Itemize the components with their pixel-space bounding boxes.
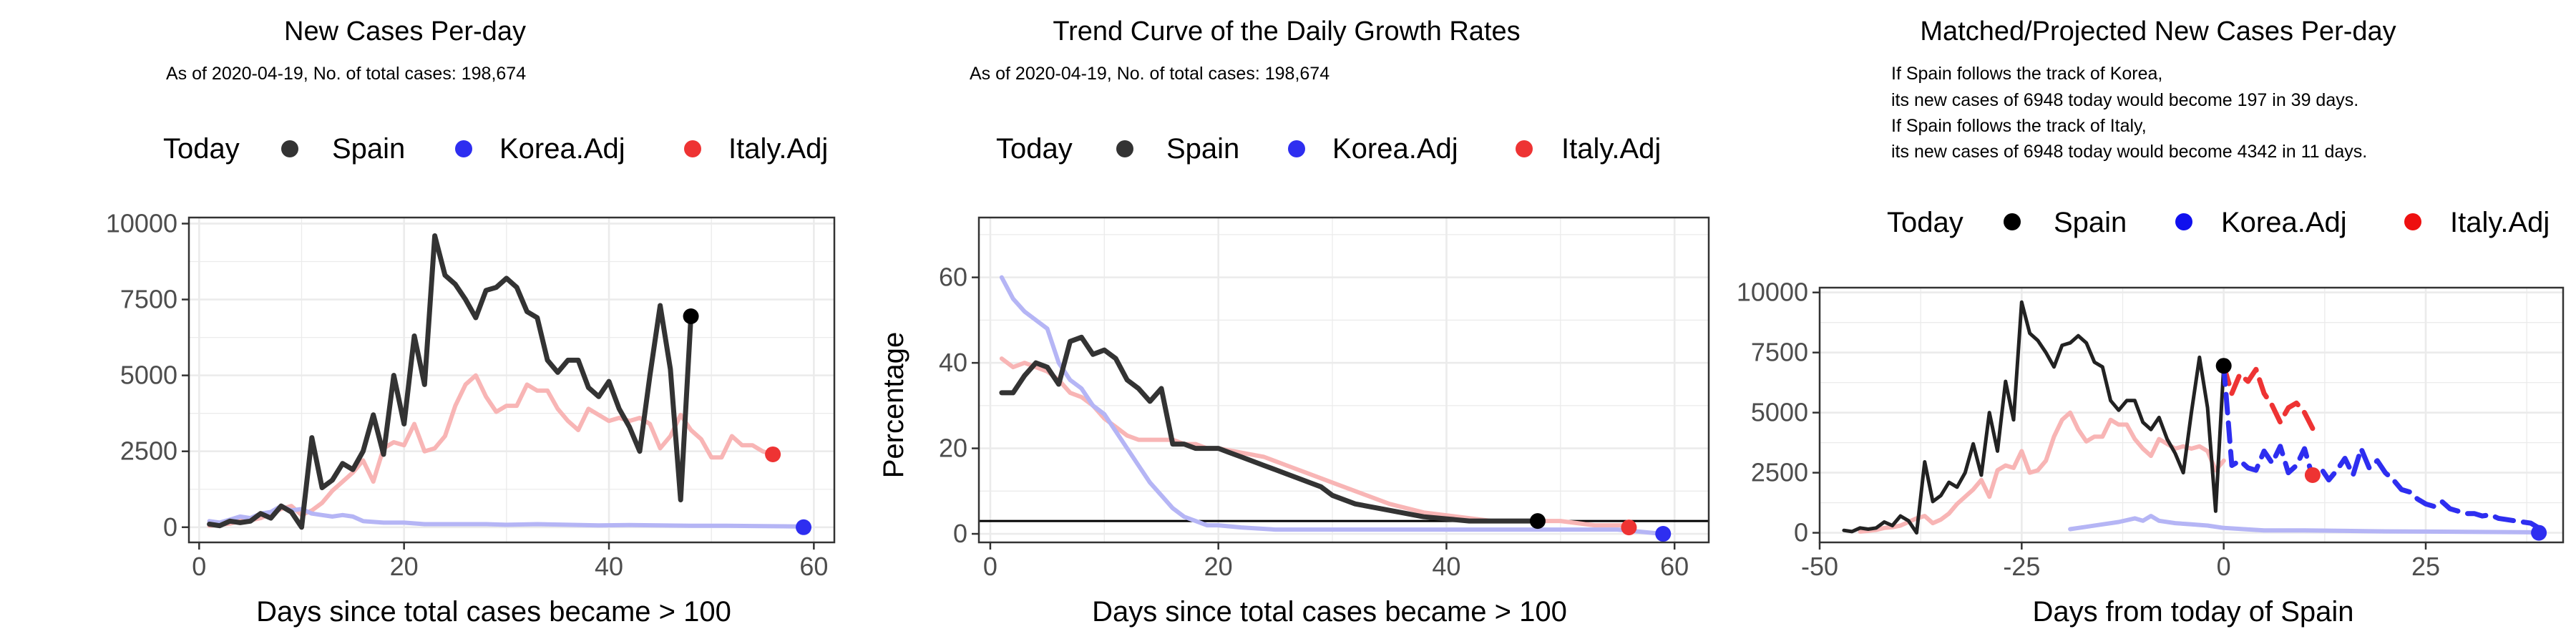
chart-3-series-italy-line — [2221, 363, 2316, 431]
chart-2-x-tick-label: 40 — [1432, 552, 1460, 581]
chart-1-legend-key-korea — [455, 140, 472, 157]
chart-3-legend-key-korea — [2175, 213, 2192, 230]
chart-3-series-spain-line — [1842, 300, 2226, 535]
chart-3-x-axis-label: Days from today of Spain — [2032, 596, 2353, 628]
chart-2-legend-title: Today — [996, 133, 1073, 165]
chart-1-legend-key-spain — [281, 140, 298, 157]
chart-1-legend-key-italy — [684, 140, 701, 157]
chart-1-legend-label-spain: Spain — [332, 133, 405, 165]
chart-1-x-tick-label: 0 — [192, 552, 206, 581]
chart-2-y-tick-label: 20 — [939, 434, 967, 463]
chart-1-point-korea — [796, 519, 812, 535]
chart-2-series-italy-line — [999, 356, 1631, 528]
chart-3-panel-border — [1818, 286, 2565, 544]
chart-1-legend-title: Today — [163, 133, 240, 165]
chart-2-x-tick-label: 20 — [1204, 552, 1233, 581]
chart-2-legend-label-korea: Korea.Adj — [1332, 133, 1458, 165]
chart-1-x-tick-label: 40 — [595, 552, 623, 581]
chart-2-point-italy — [1621, 519, 1637, 536]
chart-3-y-tick-label: 10000 — [1737, 278, 1808, 307]
chart-2-y-axis-label: Percentage — [878, 332, 909, 479]
chart-2-y-tick-label: 0 — [953, 519, 967, 548]
chart-3-point-korea — [2531, 525, 2547, 541]
chart-3-legend-key-italy — [2404, 213, 2421, 230]
chart-3-x-tick-label: 25 — [2411, 552, 2440, 581]
chart-2-legend: Today Spain Korea.Adj Italy.Adj — [996, 133, 1661, 165]
chart-2-legend-key-italy — [1516, 140, 1533, 157]
chart-2-subtitle: As of 2020-04-19, No. of total cases: 19… — [970, 64, 1330, 84]
chart-1-x-axis-label: Days since total cases became > 100 — [256, 596, 731, 628]
chart-3-annotations: If Spain follows the track of Korea, its… — [1891, 64, 2367, 162]
chart-panel-3: Matched/Projected New Cases Per-day If S… — [1737, 16, 2565, 628]
chart-2-series-spain-line — [999, 334, 1541, 524]
chart-3-y-tick-label: 0 — [1794, 518, 1808, 547]
chart-3-plot-area: -50 -25 0 25 0 2500 5000 7500 10000 — [1737, 278, 2565, 581]
chart-1-y-tick-label: 10000 — [106, 208, 177, 238]
chart-1-legend-label-korea: Korea.Adj — [499, 133, 625, 165]
chart-2-title: Trend Curve of the Daily Growth Rates — [1053, 16, 1520, 47]
chart-2-point-korea — [1655, 526, 1672, 542]
chart-1-point-italy — [765, 446, 781, 462]
chart-1-title: New Cases Per-day — [284, 16, 526, 47]
chart-3-legend-label-italy: Italy.Adj — [2450, 207, 2550, 238]
chart-3-point-italy — [2304, 467, 2321, 483]
chart-2-x-axis-label: Days since total cases became > 100 — [1092, 596, 1567, 628]
chart-1-x-tick-label: 20 — [390, 552, 419, 581]
chart-panel-1: New Cases Per-day As of 2020-04-19, No. … — [106, 16, 836, 628]
chart-2-y-tick-label: 40 — [939, 348, 967, 377]
chart-2-x-tick-label: 60 — [1660, 552, 1689, 581]
chart-3-annotation-line: If Spain follows the track of Korea, — [1891, 64, 2162, 84]
chart-1-plot-area: 0 20 40 60 0 2500 5000 7500 10000 — [106, 208, 836, 581]
chart-2-legend-key-korea — [1288, 140, 1305, 157]
chart-1-legend-label-italy: Italy.Adj — [728, 133, 828, 165]
chart-2-panel-border — [977, 216, 1710, 544]
chart-2-point-spain_today — [1529, 513, 1546, 530]
chart-3-x-tick-label: -25 — [2003, 552, 2040, 581]
chart-2-legend-label-spain: Spain — [1166, 133, 1239, 165]
chart-3-y-tick-label: 5000 — [1751, 398, 1808, 427]
chart-1-point-spain_today — [683, 308, 699, 324]
chart-1-y-tick-label: 5000 — [120, 361, 177, 390]
chart-3-point-spain_today — [2215, 358, 2232, 374]
chart-3-legend-label-spain: Spain — [2054, 207, 2127, 238]
chart-1-x-tick-label: 60 — [799, 552, 828, 581]
chart-1-series-spain-line — [207, 233, 694, 530]
chart-3-series-korea-line — [2221, 363, 2542, 531]
chart-1-subtitle: As of 2020-04-19, No. of total cases: 19… — [166, 64, 526, 84]
chart-1-panel-border — [187, 216, 836, 544]
chart-3-y-tick-label: 2500 — [1751, 458, 1808, 487]
chart-3-annotation-line: its new cases of 6948 today would become… — [1891, 142, 2367, 162]
chart-3-title: Matched/Projected New Cases Per-day — [1920, 16, 2396, 47]
chart-3-legend-key-spain — [2004, 213, 2021, 230]
chart-2-plot-area: 0 20 40 60 0 20 40 60 — [939, 216, 1710, 581]
chart-3-legend-label-korea: Korea.Adj — [2221, 207, 2347, 238]
chart-3-series-korea-line — [2068, 514, 2533, 535]
chart-1-y-tick-label: 0 — [163, 512, 177, 542]
chart-1-legend: Today Spain Korea.Adj Italy.Adj — [163, 133, 828, 165]
chart-2-legend-label-italy: Italy.Adj — [1561, 133, 1661, 165]
chart-panel-2: Trend Curve of the Daily Growth Rates As… — [878, 16, 1710, 628]
chart-3-series-italy-line — [1858, 410, 2226, 534]
chart-2-y-tick-label: 60 — [939, 263, 967, 292]
chart-3-annotation-line: its new cases of 6948 today would become… — [1891, 90, 2358, 110]
chart-3-x-tick-label: -50 — [1801, 552, 1838, 581]
chart-1-y-tick-label: 2500 — [120, 436, 177, 466]
chart-3-annotation-line: If Spain follows the track of Italy, — [1891, 116, 2147, 136]
chart-3-y-tick-label: 7500 — [1751, 338, 1808, 367]
chart-2-series-korea-line — [999, 275, 1666, 537]
chart-3-legend-title: Today — [1887, 207, 1963, 238]
chart-1-y-tick-label: 7500 — [120, 285, 177, 314]
chart-3-x-tick-label: 0 — [2217, 552, 2231, 581]
chart-2-legend-key-spain — [1116, 140, 1133, 157]
chart-2-x-tick-label: 0 — [983, 552, 997, 581]
chart-3-legend: Today Spain Korea.Adj Italy.Adj — [1887, 207, 2550, 238]
